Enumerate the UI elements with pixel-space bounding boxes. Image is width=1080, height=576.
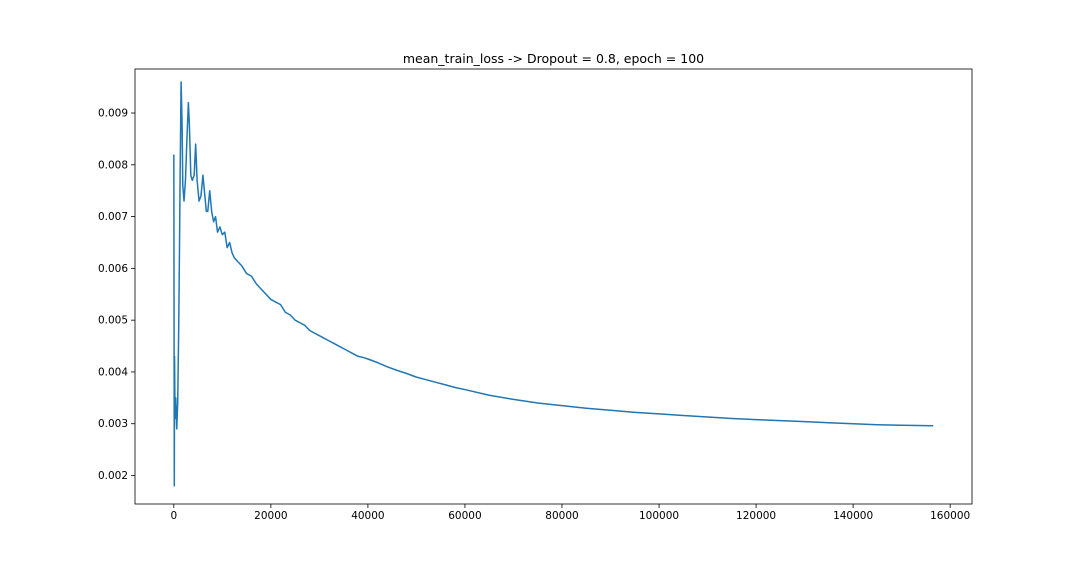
y-tick-label: 0.007 (98, 211, 128, 223)
y-tick-label: 0.005 (98, 315, 128, 327)
y-tick-label: 0.006 (98, 263, 128, 275)
y-tick-label: 0.009 (98, 108, 128, 120)
x-tick-label: 40000 (351, 510, 384, 522)
chart-title: mean_train_loss -> Dropout = 0.8, epoch … (403, 51, 704, 66)
y-tick-label: 0.008 (98, 159, 128, 171)
x-tick-label: 80000 (545, 510, 578, 522)
series-line-0 (173, 81, 934, 487)
axes-frame (134, 68, 973, 505)
y-tick-label: 0.002 (98, 470, 128, 482)
x-tick-label: 160000 (930, 510, 970, 522)
x-tick-label: 140000 (833, 510, 873, 522)
plot-area (173, 81, 934, 487)
x-tick-label: 0 (170, 510, 177, 522)
y-tick-label: 0.003 (98, 418, 128, 430)
axes: 0 20000 40000 60000 80000 100000 120000 140000 1… (98, 68, 973, 522)
x-tick-label: 60000 (448, 510, 481, 522)
x-tick-label: 20000 (254, 510, 287, 522)
x-tick-label: 120000 (736, 510, 776, 522)
y-tick-label: 0.004 (98, 366, 128, 378)
x-tick-label: 100000 (639, 510, 679, 522)
